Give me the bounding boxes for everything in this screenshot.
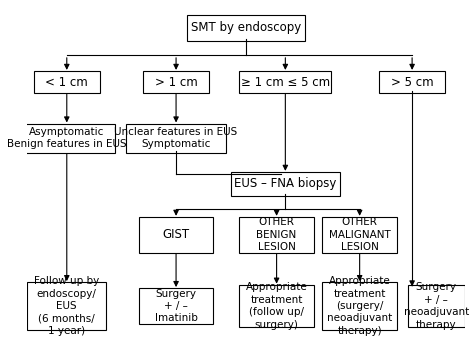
Text: EUS – FNA biopsy: EUS – FNA biopsy — [234, 178, 337, 191]
Text: ≥ 1 cm ≤ 5 cm: ≥ 1 cm ≤ 5 cm — [241, 76, 330, 89]
FancyBboxPatch shape — [27, 282, 106, 330]
FancyBboxPatch shape — [239, 71, 331, 93]
FancyBboxPatch shape — [34, 71, 100, 93]
Text: Surgery
+ / –
neoadjuvant
therapy: Surgery + / – neoadjuvant therapy — [403, 282, 469, 330]
FancyBboxPatch shape — [322, 282, 397, 330]
FancyBboxPatch shape — [187, 15, 305, 41]
Text: GIST: GIST — [163, 228, 190, 241]
Text: SMT by endoscopy: SMT by endoscopy — [191, 21, 301, 34]
Text: OTHER
BENIGN
LESION: OTHER BENIGN LESION — [256, 217, 297, 252]
Text: Unclear features in EUS
Symptomatic: Unclear features in EUS Symptomatic — [114, 127, 237, 149]
FancyBboxPatch shape — [139, 288, 213, 324]
FancyBboxPatch shape — [322, 217, 397, 252]
Text: < 1 cm: < 1 cm — [46, 76, 88, 89]
FancyBboxPatch shape — [379, 71, 445, 93]
FancyBboxPatch shape — [143, 71, 209, 93]
FancyBboxPatch shape — [139, 217, 213, 252]
Text: > 5 cm: > 5 cm — [391, 76, 433, 89]
Text: Surgery
+ / –
Imatinib: Surgery + / – Imatinib — [155, 289, 198, 323]
FancyBboxPatch shape — [18, 124, 115, 152]
Text: Appropriate
treatment
(surgery/
neoadjuvant
therapy): Appropriate treatment (surgery/ neoadjuv… — [327, 276, 392, 336]
Text: Appropriate
treatment
(follow up/
surgery): Appropriate treatment (follow up/ surger… — [246, 282, 308, 330]
FancyBboxPatch shape — [239, 217, 314, 252]
Text: OTHER
MALIGNANT
LESION: OTHER MALIGNANT LESION — [329, 217, 391, 252]
Text: Follow up by
endoscopy/
EUS
(6 months/
1 year): Follow up by endoscopy/ EUS (6 months/ 1… — [34, 276, 100, 336]
Text: Asymptomatic
Benign features in EUS: Asymptomatic Benign features in EUS — [7, 127, 127, 149]
Text: > 1 cm: > 1 cm — [155, 76, 198, 89]
FancyBboxPatch shape — [408, 285, 465, 327]
FancyBboxPatch shape — [239, 285, 314, 327]
FancyBboxPatch shape — [231, 172, 340, 196]
FancyBboxPatch shape — [126, 124, 226, 152]
